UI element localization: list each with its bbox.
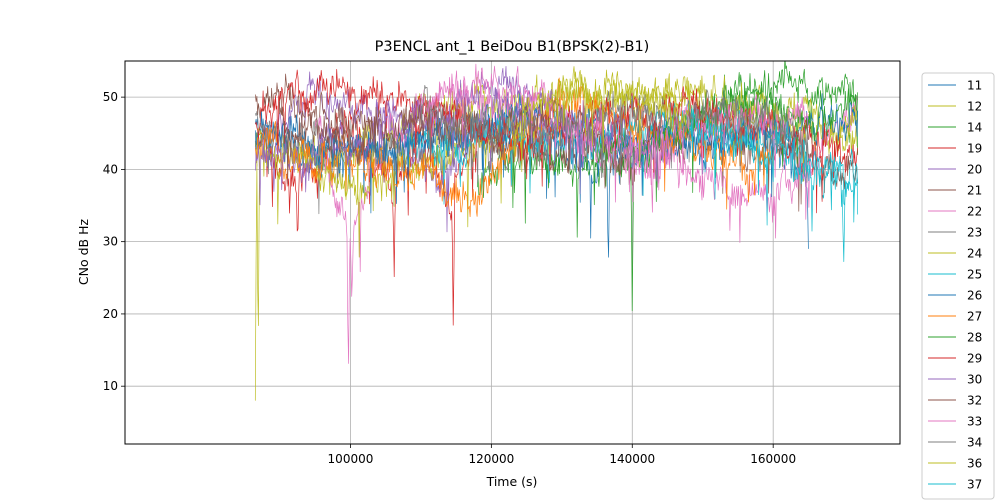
- legend-label-29: 29: [967, 352, 982, 366]
- x-tick-label: 100000: [328, 452, 374, 466]
- plot-frame: [124, 60, 901, 445]
- series-line-36: [512, 69, 689, 173]
- series-line-37: [688, 109, 859, 223]
- legend-label-14: 14: [967, 121, 982, 135]
- legend-label-21: 21: [967, 184, 982, 198]
- x-axis-label: Time (s): [486, 474, 538, 489]
- legend-label-22: 22: [967, 205, 982, 219]
- x-tick-label: 140000: [609, 452, 655, 466]
- legend-label-34: 34: [967, 436, 982, 450]
- y-tick-label: 40: [103, 162, 118, 176]
- legend-label-24: 24: [967, 247, 982, 261]
- series-layer: [254, 61, 859, 401]
- legend-label-11: 11: [967, 79, 982, 93]
- legend-box: [921, 72, 995, 500]
- legend-label-25: 25: [967, 268, 982, 282]
- legend-label-33: 33: [967, 415, 982, 429]
- x-tick-label: 160000: [750, 452, 796, 466]
- y-tick-label: 30: [103, 235, 118, 249]
- legend-label-36: 36: [967, 457, 982, 471]
- legend-label-19: 19: [967, 142, 982, 156]
- series-line-34: [420, 84, 809, 183]
- legend-label-23: 23: [967, 226, 982, 240]
- series-line-33: [420, 63, 809, 203]
- chart-title: P3ENCL ant_1 BeiDou B1(BPSK(2)-B1): [375, 39, 650, 55]
- legend-label-28: 28: [967, 331, 982, 345]
- legend-label-26: 26: [967, 289, 982, 303]
- legend-label-37: 37: [967, 478, 982, 492]
- legend-label-32: 32: [967, 394, 982, 408]
- y-tick-label: 20: [103, 307, 118, 321]
- legend: 11 12 14 19 20 21 22 23 24 25 26 27 28 29 30 32 33 34 36 37: [921, 72, 995, 500]
- legend-label-20: 20: [967, 163, 982, 177]
- axis-ticks: 100000 120000 140000 160000 10 20 30 40 50: [103, 90, 796, 466]
- y-tick-label: 10: [103, 379, 118, 393]
- legend-label-27: 27: [967, 310, 982, 324]
- y-axis-label: CNo dB Hz: [76, 218, 91, 285]
- legend-label-12: 12: [967, 100, 982, 114]
- legend-label-30: 30: [967, 373, 982, 387]
- y-tick-label: 50: [103, 90, 118, 104]
- x-tick-label: 120000: [468, 452, 514, 466]
